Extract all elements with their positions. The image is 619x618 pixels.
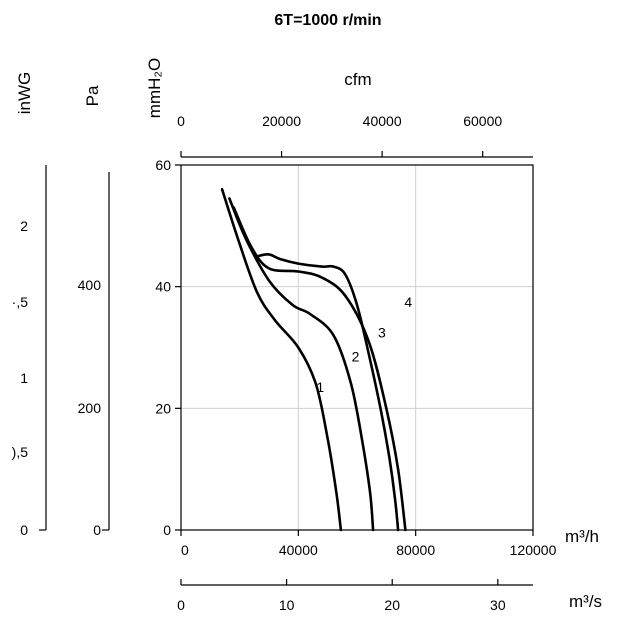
unit-label-inwg: inWG (15, 72, 34, 115)
tick-label-m3s: 20 (384, 597, 400, 613)
curve-label-3: 3 (378, 324, 386, 340)
tick-label-cfm: 20000 (262, 113, 301, 129)
tick-label-inwg: ·,5 (12, 294, 29, 310)
tick-label-m3s: 10 (279, 597, 295, 613)
chart-title: 6T=1000 r/min (274, 12, 381, 29)
tick-label-inwg: ),5 (12, 444, 29, 460)
tick-label-mmh2o: 0 (163, 522, 171, 538)
tick-label-inwg: 2 (20, 218, 28, 234)
tick-label-mmh2o: 40 (155, 279, 171, 295)
curve-4 (256, 253, 400, 532)
unit-label-cfm: cfm (344, 70, 371, 89)
tick-label-pa: 400 (78, 277, 102, 293)
curve-1 (220, 188, 343, 532)
curve-3 (232, 206, 407, 532)
tick-label-inwg: 1 (20, 370, 28, 386)
curve-label-2: 2 (352, 349, 360, 365)
tick-label-m3h: 120000 (510, 542, 557, 558)
curve-label-1: 1 (316, 379, 324, 395)
tick-label-m3h: 40000 (279, 542, 318, 558)
tick-label-pa: 0 (93, 522, 101, 538)
tick-label-cfm: 60000 (463, 113, 502, 129)
tick-label-pa: 200 (78, 400, 102, 416)
grid-lines (181, 165, 533, 530)
curve-label-4: 4 (404, 294, 412, 310)
unit-label-m3s: m³/s (569, 592, 602, 611)
unit-label-mmh2o: mmH₂O (145, 58, 164, 118)
unit-label-m3h: m³/h (565, 527, 599, 546)
axes (39, 151, 534, 586)
tick-label-m3h: 0 (181, 542, 189, 558)
tick-label-cfm: 40000 (363, 113, 402, 129)
tick-label-cfm: 0 (177, 113, 185, 129)
tick-label-inwg: 0 (20, 522, 28, 538)
tick-label-m3s: 0 (177, 597, 185, 613)
tick-label-m3h: 80000 (396, 542, 435, 558)
tick-label-m3s: 30 (490, 597, 506, 613)
tick-label-mmh2o: 20 (155, 400, 171, 416)
curve-labels: 1 2 3 4 (316, 294, 412, 395)
tick-label-mmh2o: 60 (155, 157, 171, 173)
plot-area-border (180, 164, 534, 531)
unit-label-pa: Pa (83, 85, 102, 106)
series-curves (220, 188, 407, 532)
curve-2 (228, 197, 375, 532)
